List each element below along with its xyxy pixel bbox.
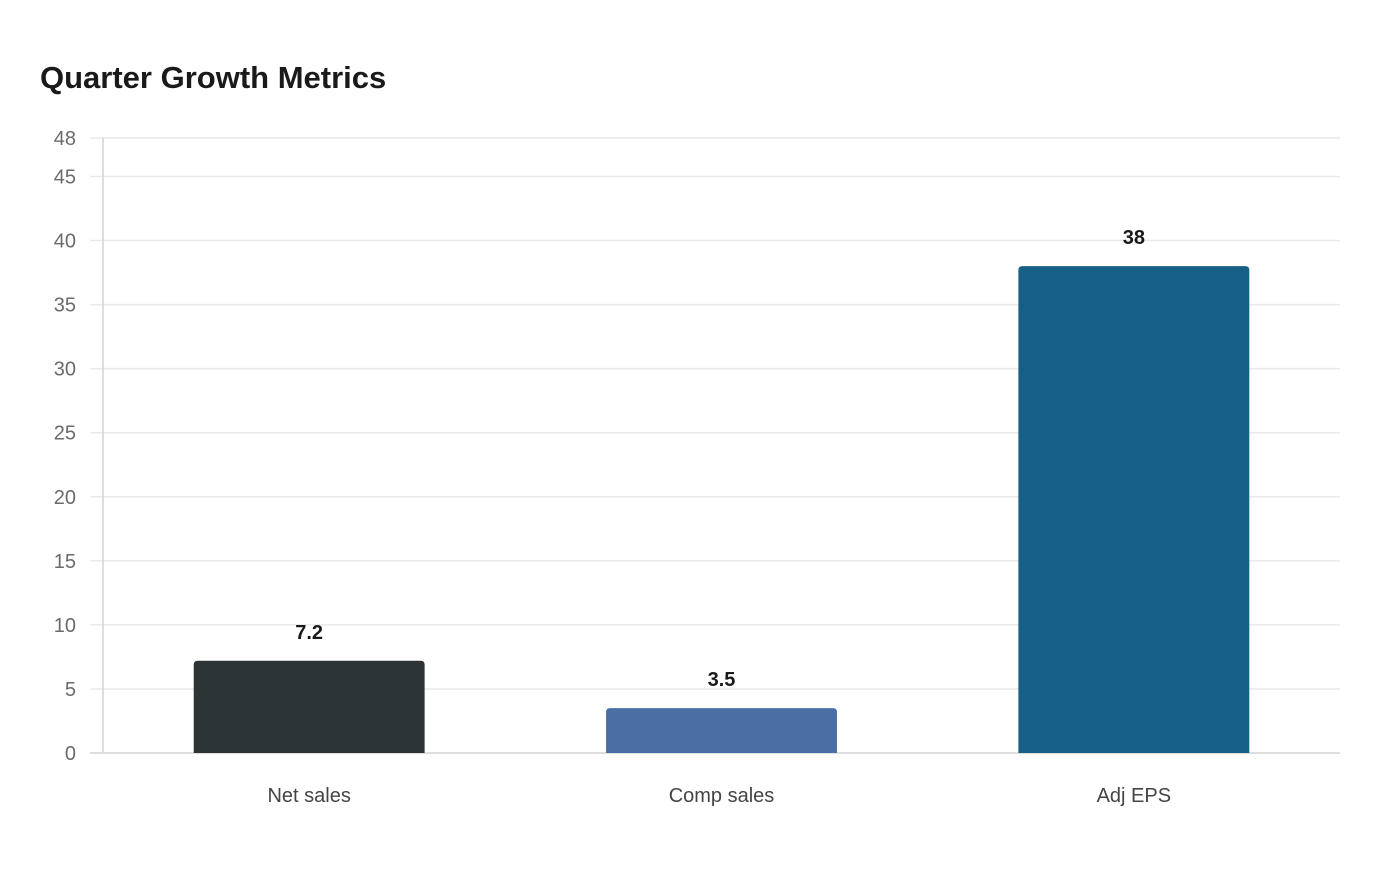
y-tick-label: 48 xyxy=(54,128,76,150)
x-category-label: Comp sales xyxy=(669,785,775,807)
bars xyxy=(193,266,1250,753)
y-tick-label: 45 xyxy=(54,166,76,188)
y-tick-label: 15 xyxy=(54,551,76,573)
labels: 0 5 10 15 20 25 30 35 40 45 48 7.2 Net sales 3.5 Comp … xyxy=(54,128,1171,807)
y-tick-label: 30 xyxy=(54,359,76,381)
data-label: 7.2 xyxy=(295,622,323,644)
x-category-label: Net sales xyxy=(267,785,350,807)
bar-net-sales xyxy=(193,660,425,753)
y-tick-label: 35 xyxy=(54,295,76,317)
data-label: 38 xyxy=(1123,227,1145,249)
chart-title: Quarter Growth Metrics xyxy=(40,60,387,95)
y-tick-label: 25 xyxy=(54,423,76,445)
y-tick-label: 0 xyxy=(65,743,76,765)
x-category-label: Adj EPS xyxy=(1097,785,1171,807)
y-tick-label: 20 xyxy=(54,487,76,509)
y-tick-label: 40 xyxy=(54,231,76,253)
y-tick-label: 10 xyxy=(54,615,76,637)
bar-comp-sales xyxy=(606,708,837,753)
y-tick-label: 5 xyxy=(65,679,76,701)
bar-adj-eps xyxy=(1018,266,1250,753)
data-label: 3.5 xyxy=(708,669,736,691)
